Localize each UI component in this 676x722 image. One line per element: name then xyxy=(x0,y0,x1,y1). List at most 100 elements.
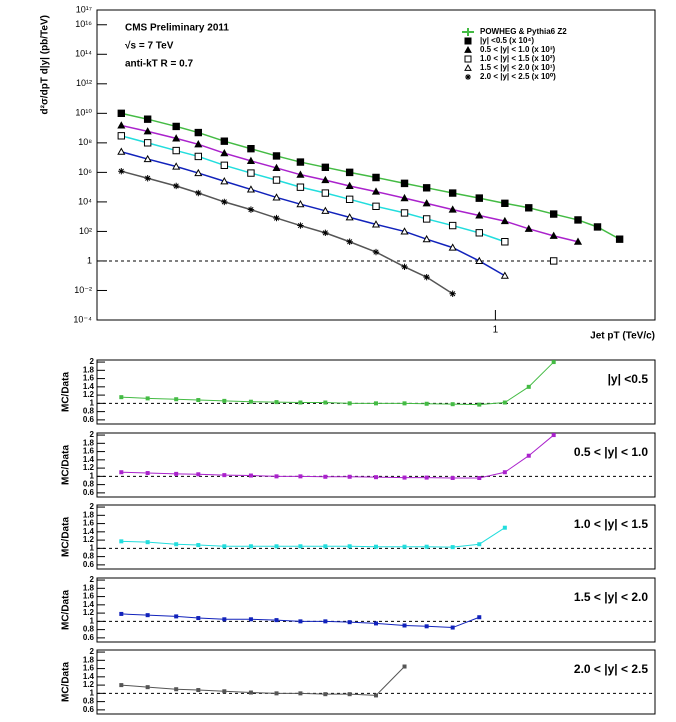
data-point xyxy=(272,176,281,184)
data-point xyxy=(345,213,354,221)
data-point xyxy=(172,134,181,142)
data-point xyxy=(172,182,180,190)
data-point xyxy=(247,206,255,213)
mc-line xyxy=(121,136,553,261)
y-tick-label: 10¹² xyxy=(76,78,92,88)
data-point xyxy=(549,210,558,218)
legend-label: 2.0 < |y| < 2.5 (x 10⁰) xyxy=(480,72,556,81)
ratio-point xyxy=(196,688,201,693)
ratio-point xyxy=(248,690,253,695)
data-point xyxy=(524,224,533,232)
y-tick-label: 1.2 xyxy=(83,680,95,689)
y-tick-label: 2 xyxy=(90,430,95,439)
ratio-point xyxy=(145,471,150,476)
y-tick-label: 10² xyxy=(79,226,92,236)
y-tick-label: 1.4 xyxy=(83,600,95,609)
y-tick-label: 1 xyxy=(90,688,95,697)
y-tick-label: 10⁻² xyxy=(74,285,92,295)
ratio-point xyxy=(248,544,253,549)
data-point xyxy=(475,256,484,265)
ratio-point xyxy=(477,542,482,547)
ratio-point xyxy=(402,475,407,480)
data-point xyxy=(400,193,409,202)
ratio-point xyxy=(402,664,407,669)
ratio-point xyxy=(274,691,279,696)
data-point xyxy=(272,163,281,171)
ratio-point xyxy=(274,544,279,549)
y-axis-label: MC/Data xyxy=(61,445,72,485)
subtitle: √s = 7 TeV xyxy=(125,41,174,52)
data-point xyxy=(371,187,381,195)
ratio-point xyxy=(450,402,455,407)
data-point xyxy=(615,235,624,243)
data-point xyxy=(345,195,354,204)
data-point xyxy=(448,189,457,197)
ratio-point xyxy=(424,401,429,406)
data-point xyxy=(117,121,126,129)
y-tick-label: 1.4 xyxy=(83,527,95,536)
legend-label: 1.0 < |y| < 1.5 (x 10²) xyxy=(480,54,556,63)
ratio-point xyxy=(477,476,482,481)
data-point xyxy=(371,220,381,228)
data-point xyxy=(525,204,533,212)
ratio-point xyxy=(145,613,150,618)
x-axis-label: Jet pT (TeV/c) xyxy=(590,331,655,342)
ratio-point xyxy=(174,542,179,547)
data-point xyxy=(118,168,125,175)
data-point xyxy=(321,206,330,214)
data-point xyxy=(345,181,354,190)
data-point xyxy=(422,199,431,207)
ratio-point xyxy=(174,614,179,619)
plot-frame xyxy=(96,649,656,715)
y-tick-label: 1.6 xyxy=(83,519,95,528)
ratio-point xyxy=(347,401,352,406)
data-point xyxy=(422,234,431,243)
ratio-point xyxy=(450,476,455,481)
ratio-point xyxy=(347,474,352,479)
panel-label: 1.5 < |y| < 2.0 xyxy=(574,590,648,604)
ratio-point xyxy=(145,540,150,545)
ratio-point xyxy=(323,474,328,479)
y-tick-label: 0.8 xyxy=(83,480,95,489)
ratio-point xyxy=(274,474,279,479)
data-point xyxy=(448,243,457,251)
ratio-point xyxy=(248,399,253,404)
data-point xyxy=(346,238,353,245)
data-point xyxy=(401,263,408,271)
data-point xyxy=(500,271,509,279)
ratio-point xyxy=(424,544,429,549)
y-tick-label: 2 xyxy=(90,647,95,656)
plot-frame xyxy=(96,577,656,643)
data-point xyxy=(144,175,151,182)
y-tick-label: 1.2 xyxy=(83,608,95,617)
data-point xyxy=(247,169,255,177)
ratio-point xyxy=(119,611,124,616)
y-tick-label: 1.4 xyxy=(83,382,95,391)
ratio-point xyxy=(119,395,124,400)
ratio-point xyxy=(196,472,201,477)
ratio-point xyxy=(222,473,227,478)
ratio-point xyxy=(174,687,179,692)
ratio-point xyxy=(323,544,328,549)
y-tick-label: 0.6 xyxy=(83,415,95,424)
data-point xyxy=(422,215,431,223)
mc-line xyxy=(121,170,454,295)
data-point xyxy=(247,145,255,153)
legend-label: 1.5 < |y| < 2.0 (x 10¹) xyxy=(480,63,556,72)
plot-frame xyxy=(96,432,656,498)
ratio-point xyxy=(323,400,328,405)
data-point xyxy=(322,229,329,237)
ratio-point xyxy=(248,617,253,622)
y-tick-label: 10¹⁴ xyxy=(75,49,92,59)
data-point xyxy=(221,198,228,206)
data-point xyxy=(321,163,330,172)
panel-label: |y| <0.5 xyxy=(608,372,649,386)
ratio-point xyxy=(119,470,124,475)
ratio-point xyxy=(248,473,253,478)
y-tick-label: 1.2 xyxy=(83,535,95,544)
data-point xyxy=(246,185,255,193)
data-point xyxy=(220,137,229,145)
y-tick-label: 1.6 xyxy=(83,664,95,673)
data-point xyxy=(117,132,126,140)
data-point xyxy=(345,168,354,177)
